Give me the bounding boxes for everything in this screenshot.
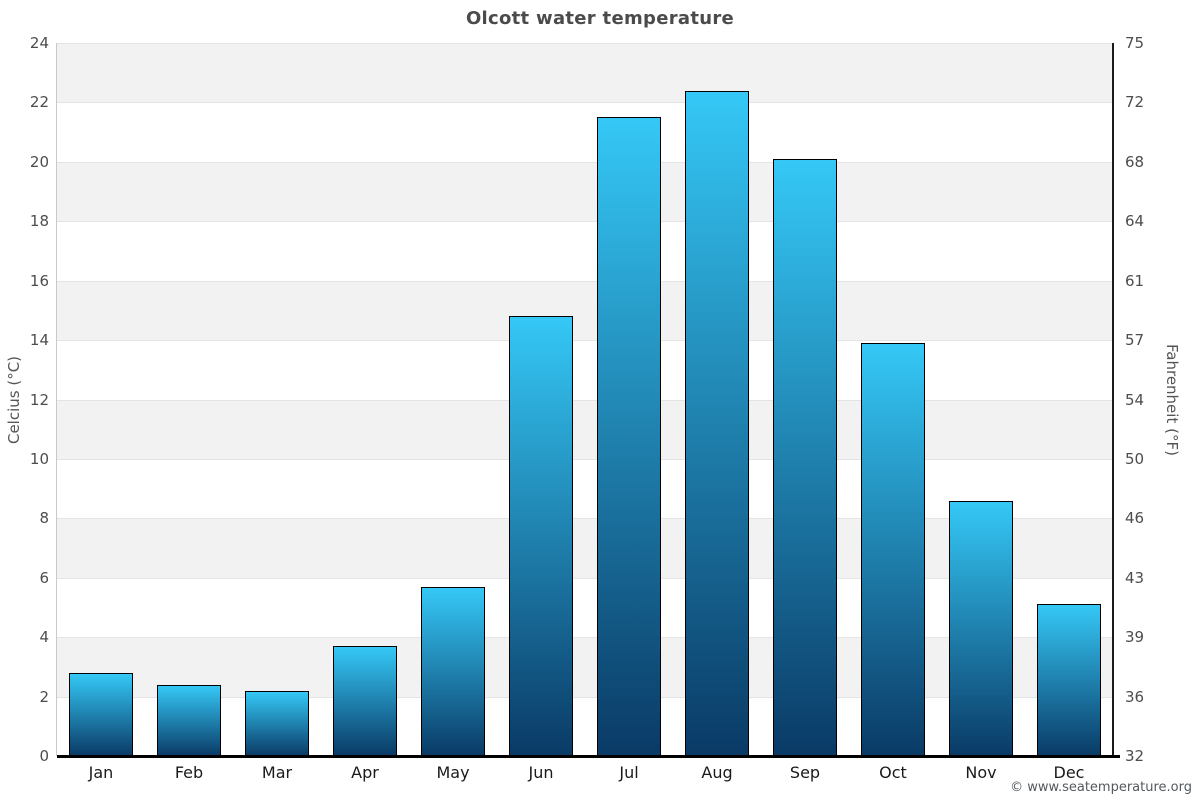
x-axis-label-jun: Jun (528, 763, 554, 782)
x-axis-label-aug: Aug (701, 763, 733, 782)
plot-band (57, 458, 1113, 519)
y-tick-fahrenheit-64: 64 (1125, 212, 1145, 231)
gridline (57, 399, 1113, 401)
gridline (57, 518, 1113, 520)
plot-band (57, 280, 1113, 341)
y-tick-fahrenheit-75: 75 (1125, 34, 1145, 52)
plot-band (57, 399, 1113, 459)
y-tick-celsius-12: 12 (29, 390, 49, 409)
plot-band (57, 637, 1113, 697)
x-axis-label-apr: Apr (351, 763, 379, 782)
y-tick-celsius-14: 14 (29, 331, 49, 350)
x-axis-line (57, 755, 1120, 758)
copyright-link[interactable]: © www.seatemperature.org (1010, 780, 1192, 795)
y-tick-fahrenheit-39: 39 (1125, 628, 1145, 647)
x-axis-label-dec: Dec (1053, 763, 1085, 782)
gridline (57, 43, 1113, 44)
x-axis-label-jul: Jul (619, 763, 639, 782)
x-axis-label-mar: Mar (261, 763, 293, 782)
x-axis-label-nov: Nov (965, 763, 997, 782)
y-tick-celsius-4: 4 (39, 628, 49, 647)
y-tick-celsius-16: 16 (29, 271, 49, 290)
y-tick-celsius-6: 6 (39, 568, 49, 587)
x-axis-label-feb: Feb (174, 763, 204, 782)
y-tick-fahrenheit-43: 43 (1125, 568, 1145, 587)
y-tick-celsius-24: 24 (29, 34, 49, 52)
y-tick-fahrenheit-68: 68 (1125, 152, 1145, 171)
y-tick-fahrenheit-32: 32 (1125, 747, 1145, 765)
x-axis-label-jan: Jan (88, 763, 114, 782)
y-tick-celsius-2: 2 (39, 687, 49, 706)
gridline (57, 102, 1113, 104)
bar-nov (949, 500, 1013, 756)
gridline (57, 577, 1113, 579)
plot-band (57, 161, 1113, 222)
y-tick-celsius-20: 20 (29, 152, 49, 171)
plot-band (57, 102, 1113, 162)
plot-band (57, 43, 1113, 103)
gridline (57, 221, 1113, 223)
x-axis-label-oct: Oct (879, 763, 907, 782)
bar-feb (157, 684, 221, 756)
y-tick-fahrenheit-36: 36 (1125, 687, 1145, 706)
y-axis-line-right (1112, 43, 1114, 756)
y-tick-fahrenheit-46: 46 (1125, 509, 1145, 528)
bar-jan (69, 672, 133, 756)
y-tick-celsius-0: 0 (39, 747, 49, 765)
gridline (57, 280, 1113, 282)
gridline (57, 161, 1113, 163)
bar-oct (861, 343, 925, 756)
y-tick-celsius-18: 18 (29, 212, 49, 231)
plot-band (57, 696, 1113, 756)
gridline (57, 458, 1113, 460)
y-tick-fahrenheit-61: 61 (1125, 271, 1145, 290)
bar-jun (509, 316, 573, 756)
y-tick-celsius-22: 22 (29, 93, 49, 112)
bar-mar (245, 690, 309, 756)
gridline (57, 637, 1113, 639)
gridline (57, 696, 1113, 698)
chart-title: Olcott water temperature (465, 8, 735, 29)
bar-aug (685, 90, 749, 756)
bar-may (421, 586, 485, 756)
y-tick-fahrenheit-50: 50 (1125, 449, 1145, 468)
y-axis-line-left (56, 43, 57, 756)
plot-band (57, 518, 1113, 578)
plot-band (57, 221, 1113, 281)
bar-sep (773, 158, 837, 756)
gridline (57, 340, 1113, 342)
plot-band (57, 340, 1113, 400)
bar-dec (1037, 604, 1101, 756)
y-tick-fahrenheit-54: 54 (1125, 390, 1145, 409)
plot-area (57, 43, 1113, 756)
y-tick-celsius-10: 10 (29, 449, 49, 468)
bar-jul (597, 117, 661, 756)
x-axis-label-sep: Sep (789, 763, 821, 782)
bar-apr (333, 646, 397, 756)
y-tick-celsius-8: 8 (39, 509, 49, 528)
plot-band (57, 577, 1113, 638)
y-tick-fahrenheit-72: 72 (1125, 93, 1145, 112)
x-axis-label-may: May (436, 763, 470, 782)
y-tick-fahrenheit-57: 57 (1125, 331, 1145, 350)
